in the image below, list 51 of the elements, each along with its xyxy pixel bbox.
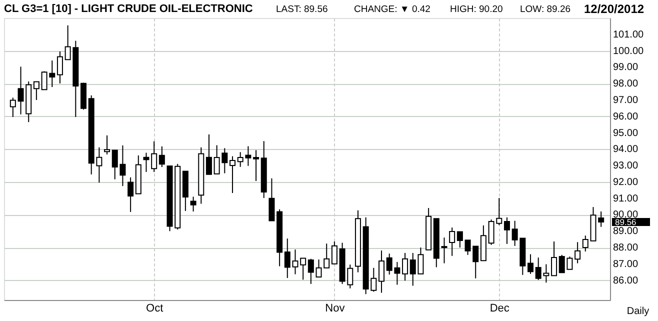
candlestick [574, 242, 581, 264]
chart-title: CL G3=1 [10] - LIGHT CRUDE OIL-ELECTRONIC [4, 3, 253, 15]
x-tick-label: Dec [490, 302, 510, 314]
candlestick [528, 254, 534, 274]
candlestick [456, 231, 463, 248]
y-tick-label: 94.00 [613, 144, 638, 156]
candlestick [449, 227, 456, 256]
candlestick [56, 50, 63, 84]
text: LAST: 89.56 [276, 4, 328, 15]
candlestick [504, 216, 510, 244]
candlestick [598, 210, 604, 228]
x-tick-label: Oct [146, 302, 164, 314]
y-tick-label: 97.00 [613, 94, 638, 106]
y-tick-label: 91.00 [613, 193, 638, 204]
y-tick-label: 86.00 [613, 275, 638, 286]
y-tick-label: 88.00 [613, 242, 638, 254]
candlestick [158, 146, 165, 168]
candlestick [551, 240, 558, 276]
y-tick-label: 87.00 [613, 258, 638, 270]
candlestick [104, 134, 110, 155]
y-tick-label: 100.00 [613, 46, 644, 57]
x-tick-label: Nov [325, 302, 346, 314]
text: HIGH: 90.20 [450, 4, 503, 15]
text: 89.56 [615, 216, 637, 227]
candlestick [300, 258, 306, 280]
candlestick [143, 152, 150, 172]
text: LOW: 89.26 [520, 4, 571, 15]
y-tick-label: 93.00 [613, 160, 638, 172]
candlestick [331, 240, 338, 264]
y-tick-label: 92.00 [613, 176, 638, 188]
text: 12/20/2012 [584, 2, 644, 16]
candlestick [253, 150, 260, 182]
candlestick [402, 252, 408, 282]
y-tick-label: 95.00 [613, 128, 638, 139]
candlestick [230, 156, 236, 194]
candlestick [128, 176, 134, 212]
candlestick [308, 258, 314, 284]
candlestick [10, 97, 16, 118]
text: Daily [626, 306, 650, 317]
y-tick-label: 101.00 [613, 29, 644, 40]
text: CHANGE: ▼ 0.42 [354, 4, 430, 15]
candlestick [206, 134, 212, 175]
y-tick-label: 98.00 [613, 78, 638, 90]
candlestick [378, 250, 384, 294]
candlestick [268, 178, 275, 222]
y-tick-label: 99.00 [613, 62, 638, 74]
y-tick-label: 89.00 [613, 226, 638, 238]
candlestick [151, 140, 158, 172]
y-tick-label: 96.00 [613, 111, 638, 122]
candlestick [33, 81, 40, 100]
candlestick [190, 196, 196, 212]
